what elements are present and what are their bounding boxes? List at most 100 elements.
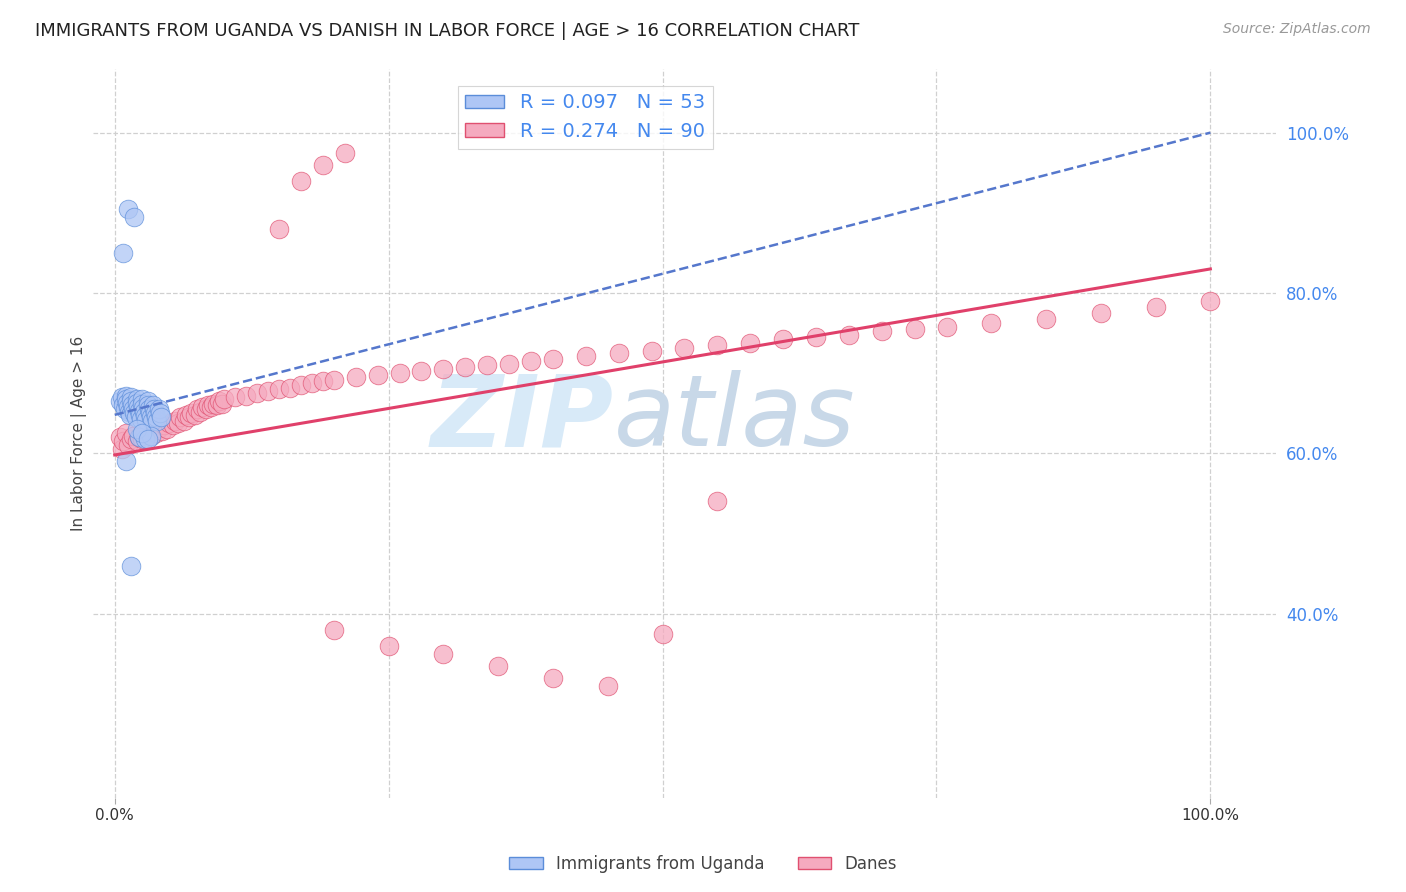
- Point: [183, 408, 205, 422]
- Point: [128, 430, 150, 444]
- Point: [246, 386, 269, 401]
- Legend: R = 0.097   N = 53, R = 0.274   N = 90: R = 0.097 N = 53, R = 0.274 N = 90: [457, 86, 713, 149]
- Point: [322, 373, 344, 387]
- Point: [191, 400, 214, 414]
- Point: [153, 418, 176, 433]
- Point: [804, 330, 827, 344]
- Point: [108, 394, 131, 409]
- Point: [156, 422, 179, 436]
- Point: [131, 426, 153, 441]
- Point: [208, 394, 231, 409]
- Point: [740, 335, 762, 350]
- Point: [114, 454, 136, 468]
- Point: [432, 647, 454, 661]
- Point: [235, 389, 257, 403]
- Point: [224, 390, 246, 404]
- Point: [202, 396, 225, 410]
- Point: [322, 623, 344, 637]
- Point: [124, 210, 146, 224]
- Point: [454, 359, 477, 374]
- Point: [131, 432, 153, 446]
- Point: [673, 341, 696, 355]
- Point: [936, 319, 959, 334]
- Point: [214, 392, 236, 406]
- Point: [146, 414, 169, 428]
- Point: [162, 418, 184, 433]
- Point: [127, 400, 149, 414]
- Point: [180, 406, 202, 420]
- Point: [134, 409, 156, 423]
- Point: [111, 442, 134, 457]
- Point: [141, 414, 163, 428]
- Point: [1199, 293, 1222, 308]
- Point: [174, 408, 197, 422]
- Point: [477, 358, 499, 372]
- Point: [1035, 311, 1057, 326]
- Point: [211, 396, 233, 410]
- Point: [117, 400, 139, 414]
- Point: [498, 357, 520, 371]
- Point: [267, 222, 290, 236]
- Point: [541, 351, 564, 366]
- Point: [131, 396, 153, 410]
- Point: [120, 390, 142, 404]
- Text: Source: ZipAtlas.com: Source: ZipAtlas.com: [1223, 22, 1371, 37]
- Point: [132, 401, 155, 415]
- Point: [333, 145, 356, 160]
- Point: [838, 327, 860, 342]
- Point: [388, 366, 411, 380]
- Point: [114, 402, 136, 417]
- Point: [134, 404, 156, 418]
- Text: IMMIGRANTS FROM UGANDA VS DANISH IN LABOR FORCE | AGE > 16 CORRELATION CHART: IMMIGRANTS FROM UGANDA VS DANISH IN LABO…: [35, 22, 859, 40]
- Point: [112, 398, 135, 412]
- Point: [290, 174, 312, 188]
- Point: [114, 389, 136, 403]
- Point: [301, 376, 323, 390]
- Point: [108, 430, 131, 444]
- Y-axis label: In Labor Force | Age > 16: In Labor Force | Age > 16: [72, 335, 87, 531]
- Point: [651, 626, 673, 640]
- Point: [118, 408, 141, 422]
- Point: [173, 414, 195, 428]
- Point: [163, 414, 186, 428]
- Point: [117, 438, 139, 452]
- Point: [120, 432, 142, 446]
- Point: [312, 374, 335, 388]
- Point: [124, 406, 146, 420]
- Point: [128, 430, 150, 444]
- Point: [1090, 306, 1112, 320]
- Point: [136, 432, 159, 446]
- Point: [129, 408, 152, 422]
- Point: [129, 412, 152, 426]
- Point: [432, 362, 454, 376]
- Point: [125, 392, 148, 406]
- Point: [205, 398, 228, 412]
- Point: [145, 426, 167, 441]
- Point: [142, 424, 165, 438]
- Point: [139, 428, 162, 442]
- Point: [290, 378, 312, 392]
- Point: [640, 343, 662, 358]
- Point: [128, 404, 150, 418]
- Point: [772, 333, 794, 347]
- Point: [139, 410, 162, 425]
- Point: [167, 416, 190, 430]
- Point: [134, 426, 156, 441]
- Point: [278, 381, 301, 395]
- Point: [194, 402, 217, 417]
- Point: [142, 398, 165, 412]
- Point: [148, 402, 170, 417]
- Point: [179, 410, 201, 425]
- Point: [125, 422, 148, 436]
- Point: [136, 398, 159, 412]
- Point: [344, 370, 367, 384]
- Point: [145, 410, 167, 425]
- Point: [138, 402, 160, 417]
- Point: [148, 420, 170, 434]
- Point: [159, 416, 181, 430]
- Point: [367, 368, 389, 382]
- Point: [136, 422, 159, 436]
- Point: [143, 402, 166, 417]
- Point: [377, 639, 399, 653]
- Point: [200, 400, 222, 414]
